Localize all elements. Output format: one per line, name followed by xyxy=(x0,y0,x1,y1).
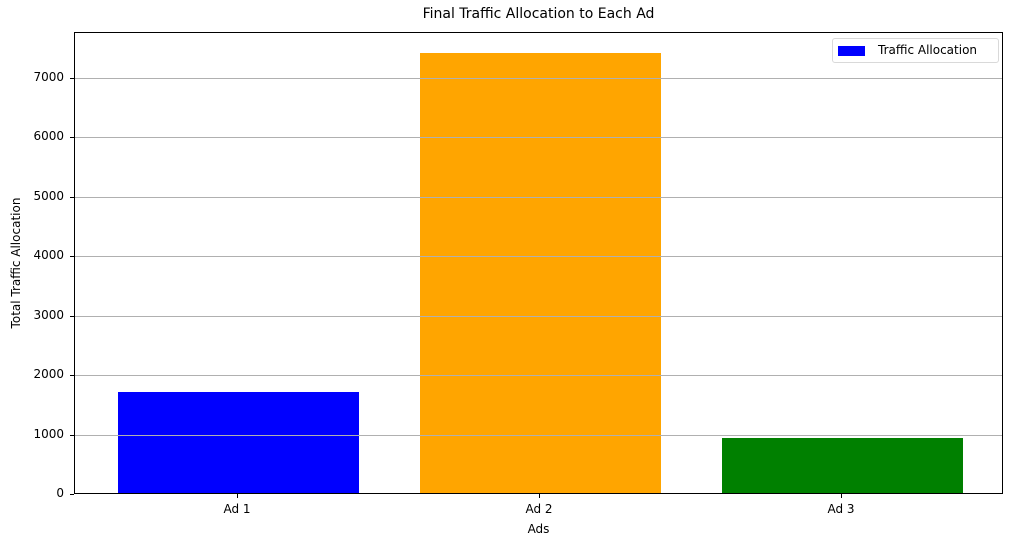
y-tick-label: 4000 xyxy=(33,248,64,262)
gridline xyxy=(75,196,1002,198)
y-tick-label: 1000 xyxy=(33,426,64,441)
y-tick-label: 2000 xyxy=(33,367,64,381)
y-tick-mark xyxy=(70,494,74,495)
x-tick-label: Ad 2 xyxy=(525,502,553,516)
chart-title: Final Traffic Allocation to Each Ad xyxy=(422,6,655,22)
bar-ad-2 xyxy=(419,53,661,493)
bar-ad-1 xyxy=(117,392,359,493)
gridline xyxy=(75,315,1002,317)
x-axis-label: Ads xyxy=(527,522,550,536)
legend: Traffic Allocation xyxy=(832,38,999,63)
gridline xyxy=(75,375,1002,376)
y-axis-label: Total Traffic Allocation xyxy=(9,197,23,329)
bar-ad-3 xyxy=(721,438,963,493)
legend-label: Traffic Allocation xyxy=(878,43,978,57)
gridline xyxy=(75,256,1002,257)
y-tick-mark xyxy=(70,315,74,317)
y-tick-label: 5000 xyxy=(33,188,64,203)
y-tick-label: 3000 xyxy=(33,307,64,322)
x-tick-label: Ad 3 xyxy=(827,502,855,516)
y-tick-mark xyxy=(70,196,74,198)
y-tick-mark xyxy=(70,256,74,257)
y-tick-mark xyxy=(70,375,74,376)
x-tick-mark xyxy=(539,494,540,498)
y-tick-label: 6000 xyxy=(33,129,64,143)
gridline xyxy=(75,434,1002,436)
x-tick-mark xyxy=(841,494,842,498)
y-tick-mark xyxy=(70,77,74,79)
y-tick-mark xyxy=(70,137,74,138)
y-tick-label: 7000 xyxy=(33,69,64,84)
x-tick-label: Ad 1 xyxy=(223,502,251,516)
gridline xyxy=(75,137,1002,138)
legend-swatch xyxy=(838,46,865,56)
x-tick-mark xyxy=(237,494,238,498)
y-tick-label: 0 xyxy=(56,486,64,500)
gridline xyxy=(75,77,1002,79)
plot-area xyxy=(74,32,1003,494)
y-tick-mark xyxy=(70,434,74,436)
